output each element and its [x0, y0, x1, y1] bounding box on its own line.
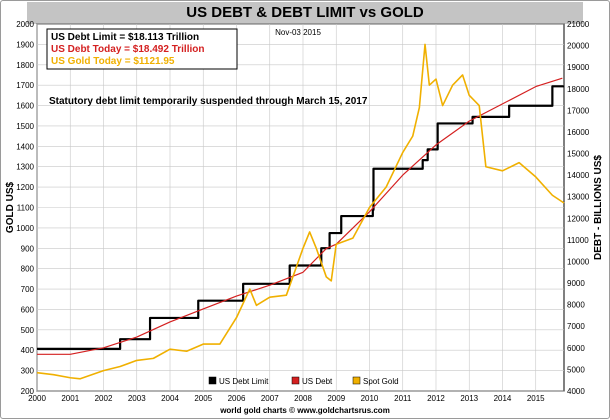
- legend-label-spot-gold: Spot Gold: [363, 377, 399, 386]
- x-tick-label: 2011: [394, 394, 412, 403]
- x-tick-label: 2000: [28, 394, 46, 403]
- right-tick-label: 11000: [567, 236, 589, 245]
- series-line-us-debt: [37, 77, 563, 355]
- left-tick-label: 1900: [16, 40, 34, 49]
- left-tick-label: 1100: [17, 204, 35, 213]
- right-tick-label: 7000: [567, 322, 585, 331]
- y-axis-right-label: DEBT - BILLIONS US$: [593, 155, 604, 260]
- x-tick-label: 2015: [527, 394, 545, 403]
- date-label: Nov-03 2015: [275, 28, 321, 37]
- x-tick-label: 2009: [327, 394, 345, 403]
- annotation-note: Statutory debt limit temporarily suspend…: [49, 96, 368, 107]
- x-tick-label: 2003: [128, 394, 146, 403]
- left-tick-label: 1300: [16, 163, 34, 172]
- right-tick-label: 18000: [567, 85, 590, 94]
- left-tick-label: 1700: [16, 81, 34, 90]
- left-tick-label: 900: [21, 244, 35, 253]
- x-tick-label: 2013: [460, 394, 478, 403]
- right-tick-label: 16000: [567, 128, 590, 137]
- left-tick-label: 1400: [16, 142, 34, 151]
- left-tick-label: 200: [21, 387, 35, 396]
- left-tick-label: 700: [21, 285, 35, 294]
- x-tick-label: 2012: [427, 394, 445, 403]
- x-tick-label: 2002: [95, 394, 113, 403]
- right-tick-label: 8000: [567, 301, 585, 310]
- right-tick-label: 17000: [567, 106, 590, 115]
- x-tick-label: 2001: [61, 394, 79, 403]
- info-box-line: US Debt Limit = $18.113 Trillion: [51, 32, 199, 43]
- series-line-us-debt-limit: [37, 85, 564, 351]
- legend-label-us-debt-limit: US Debt Limit: [219, 377, 269, 386]
- right-tick-label: 19000: [567, 63, 590, 72]
- info-box-line: US Gold Today = $1121.95: [51, 56, 175, 67]
- right-tick-label: 21000: [567, 20, 590, 29]
- right-tick-label: 14000: [567, 171, 590, 180]
- x-tick-label: 2014: [494, 394, 512, 403]
- info-box-line: US Debt Today = $18.492 Trillion: [51, 44, 204, 55]
- y-axis-left-label: GOLD US$: [5, 182, 16, 234]
- legend-swatch-us-debt-limit: [208, 376, 217, 385]
- left-tick-label: 2000: [16, 20, 34, 29]
- left-tick-label: 1800: [16, 61, 34, 70]
- left-tick-label: 600: [21, 305, 35, 314]
- chart-title: US DEBT & DEBT LIMIT vs GOLD: [186, 4, 424, 21]
- right-tick-label: 6000: [567, 344, 585, 353]
- legend-label-us-debt: US Debt: [302, 377, 333, 386]
- x-tick-label: 2004: [161, 394, 179, 403]
- left-tick-label: 300: [21, 367, 35, 376]
- series-line-spot-gold: [36, 43, 565, 380]
- right-tick-label: 13000: [567, 193, 590, 202]
- x-tick-label: 2006: [228, 394, 246, 403]
- left-tick-label: 400: [21, 346, 35, 355]
- right-tick-label: 9000: [567, 279, 585, 288]
- legend-swatch-us-debt: [291, 376, 300, 385]
- left-tick-label: 800: [21, 265, 35, 274]
- left-tick-label: 1600: [16, 102, 34, 111]
- title-bar: US DEBT & DEBT LIMIT vs GOLD: [27, 2, 583, 24]
- x-tick-label: 2007: [261, 394, 279, 403]
- x-tick-label: 2005: [194, 394, 212, 403]
- left-tick-label: 1500: [16, 122, 34, 131]
- left-tick-label: 1000: [16, 224, 34, 233]
- right-tick-label: 5000: [567, 365, 585, 374]
- legend-swatch-spot-gold: [352, 376, 361, 385]
- right-tick-label: 12000: [567, 214, 590, 223]
- info-box: [46, 28, 238, 70]
- right-tick-label: 20000: [567, 42, 590, 51]
- right-tick-label: 4000: [567, 387, 585, 396]
- right-tick-label: 15000: [567, 150, 590, 159]
- x-tick-label: 2008: [294, 394, 312, 403]
- x-tick-label: 2010: [361, 394, 379, 403]
- chart-footer: world gold charts © www.goldchartsrus.co…: [220, 406, 390, 415]
- right-tick-label: 10000: [567, 257, 590, 266]
- left-tick-label: 500: [21, 326, 35, 335]
- left-tick-label: 1200: [16, 183, 34, 192]
